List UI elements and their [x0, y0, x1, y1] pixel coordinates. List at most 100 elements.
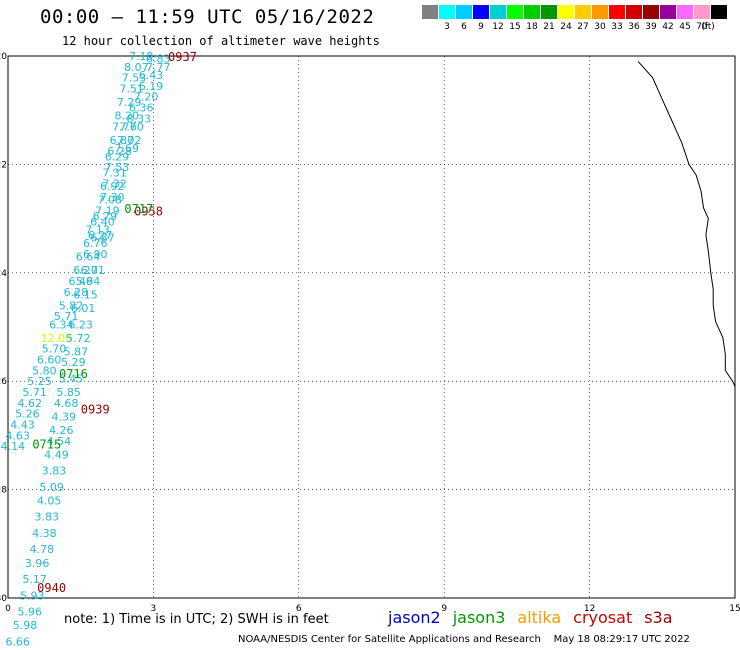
pass-time-label: 0937 [168, 50, 197, 64]
wave-height-value: 3.83 [35, 511, 60, 524]
wave-height-value: 7.19 [129, 50, 154, 63]
y-tick-label: -30 [0, 594, 7, 604]
wave-height-value: 5.71 [54, 310, 79, 323]
scale-swatch [456, 5, 472, 19]
footer-credit: NOAA/NESDIS Center for Satellite Applica… [238, 634, 690, 645]
scale-swatch [626, 5, 642, 19]
wave-height-value: 6.40 [90, 215, 115, 228]
scale-label: 42 [662, 22, 674, 32]
scale-swatch [473, 5, 489, 19]
wave-height-value: 6.66 [5, 635, 30, 648]
wave-height-value: 5.29 [61, 356, 86, 369]
wave-height-value: 4.54 [47, 435, 72, 448]
wave-height-value: 5.94 [76, 275, 101, 288]
note-text: note: 1) Time is in UTC; 2) SWH is in fe… [64, 612, 329, 627]
x-tick-label: 0 [5, 604, 11, 614]
scale-label: 70 [696, 22, 708, 32]
scale-label: 45 [679, 22, 691, 32]
scale-label: 6 [461, 22, 467, 32]
scale-label: 27 [577, 22, 589, 32]
pass-time-label: 0958 [134, 204, 163, 218]
wave-height-value: 4.62 [18, 397, 43, 410]
scale-swatch [609, 5, 625, 19]
map-title: 00:00 — 11:59 UTC 05/16/2022 [40, 6, 375, 28]
wave-height-value: 5.70 [42, 343, 67, 356]
wave-height-value: 7.51 [119, 83, 144, 96]
wave-height-value: 7.77 [112, 120, 137, 133]
scale-swatch [660, 5, 676, 19]
wave-height-value: 6.27 [88, 229, 113, 242]
map-frame [7, 55, 736, 599]
y-tick-label: -20 [0, 52, 7, 62]
pass-time-label: 0939 [81, 402, 110, 416]
wave-height-value: 7.02 [117, 134, 142, 147]
wave-height-value: 7.08 [98, 194, 123, 207]
legend-entry: s3a [644, 608, 673, 627]
x-tick-label: 12 [584, 604, 595, 614]
scale-swatch [439, 5, 455, 19]
wave-height-value: 7.53 [122, 72, 147, 85]
wave-height-value: 5.26 [15, 408, 40, 421]
map-subtitle: 12 hour collection of altimeter wave hei… [62, 34, 380, 48]
wave-height-value: 4.78 [30, 543, 55, 556]
wave-height-value: 8.07 [124, 61, 149, 74]
y-tick-label: -22 [0, 160, 7, 170]
pass-time-label: 0716 [59, 367, 88, 381]
satellite-legend: jason2 jason3 altika cryosat s3a [388, 608, 685, 627]
wave-height-value: 6.34 [49, 318, 74, 331]
wave-height-value: 4.43 [10, 419, 35, 432]
wave-height-value: 4.38 [32, 527, 57, 540]
wave-height-value: 8.20 [114, 110, 139, 123]
wave-height-value: 6.20 [73, 264, 98, 277]
wave-height-value: 6.87 [110, 134, 135, 147]
scale-unit-label: (ft) [701, 22, 715, 32]
wave-height-value: 7.60 [119, 120, 144, 133]
scale-label: 18 [526, 22, 538, 32]
scale-swatch [592, 5, 608, 19]
wave-height-value: 7.20 [134, 91, 159, 104]
wave-height-value: 6.23 [68, 318, 93, 331]
wave-height-value: 5.71 [22, 386, 47, 399]
wave-height-value: 6.43 [139, 69, 164, 82]
wave-height-value: 5.25 [27, 375, 52, 388]
wave-height-value: 3.83 [42, 465, 67, 478]
scale-swatch [558, 5, 574, 19]
wave-height-value: 12.09 [41, 332, 73, 345]
wave-height-value: 7.13 [85, 223, 110, 236]
scale-label: 21 [543, 22, 555, 32]
x-tick-label: 15 [729, 604, 740, 614]
wave-height-value: 6.83 [146, 53, 171, 66]
y-tick-label: -24 [0, 269, 7, 279]
legend-entry: jason3 [452, 608, 506, 627]
wave-height-value: 7.19 [95, 204, 120, 217]
wave-height-value: 6.79 [93, 210, 118, 223]
wave-height-value: 5.85 [56, 386, 81, 399]
wave-height-value: 6.46 [68, 275, 93, 288]
scale-swatch [694, 5, 710, 19]
pass-time-label: 0717 [124, 202, 153, 216]
pass-time-label: 0715 [32, 438, 61, 452]
scale-label: 3 [444, 22, 450, 32]
wave-height-value: 7.29 [117, 96, 142, 109]
scale-swatch [711, 5, 727, 19]
wave-height-value: 5.17 [22, 573, 47, 586]
wave-height-value: 6.90 [83, 248, 108, 261]
legend-entry: altika [517, 608, 562, 627]
wave-height-value: 5.45 [59, 372, 84, 385]
wave-height-value: 4.05 [37, 494, 62, 507]
scale-swatch [422, 5, 438, 19]
scale-swatch [541, 5, 557, 19]
wave-height-value: 7.31 [102, 167, 127, 180]
wave-height-value: 6.28 [64, 286, 89, 299]
wave-height-value: 5.87 [64, 345, 89, 358]
wave-height-value: 7.32 [102, 177, 127, 190]
wave-height-value: 5.93 [20, 589, 45, 602]
y-tick-label: -28 [0, 486, 7, 496]
legend-entry: jason2 [388, 608, 441, 627]
wave-height-value: 6.19 [139, 80, 164, 93]
wave-height-value: 6.92 [100, 180, 125, 193]
scale-label: 15 [509, 22, 521, 32]
wave-height-value: 4.14 [1, 440, 26, 453]
wave-height-value: 6.60 [37, 354, 62, 367]
